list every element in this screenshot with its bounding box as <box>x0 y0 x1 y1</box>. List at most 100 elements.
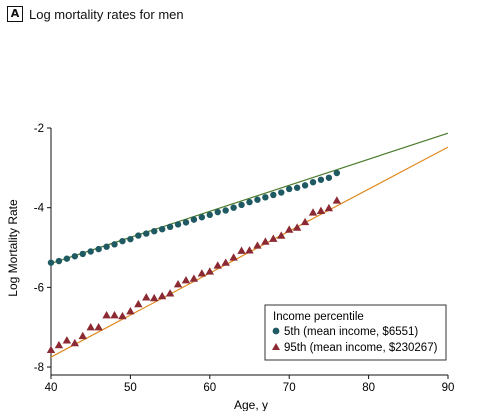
y-tick-label: -2 <box>34 123 44 135</box>
data-point-5th <box>309 178 317 186</box>
data-point-95th <box>332 196 342 204</box>
y-tick-label: -4 <box>34 203 45 215</box>
data-point-95th <box>285 225 294 233</box>
data-point-5th <box>158 225 166 233</box>
data-point-5th <box>293 184 301 191</box>
data-point-5th <box>238 201 245 209</box>
data-point-5th <box>325 174 333 181</box>
markers <box>46 169 342 354</box>
legend: Income percentile 5th (mean income, $655… <box>264 304 447 361</box>
data-point-95th <box>205 267 214 275</box>
data-point-95th <box>189 274 199 282</box>
data-point-95th <box>237 246 246 254</box>
data-point-95th <box>269 234 278 242</box>
x-tick-label: 40 <box>45 382 58 394</box>
data-point-5th <box>286 185 293 193</box>
data-point-95th <box>134 299 143 308</box>
data-point-95th <box>221 258 230 266</box>
data-point-95th <box>324 203 334 212</box>
legend-marker-5th <box>272 327 280 335</box>
data-point-95th <box>54 340 64 349</box>
data-point-95th <box>165 289 175 297</box>
data-point-5th <box>198 214 206 221</box>
data-point-5th <box>143 230 150 237</box>
legend-title: Income percentile <box>273 311 364 323</box>
data-point-5th <box>103 243 110 250</box>
data-point-95th <box>277 231 286 239</box>
data-point-5th <box>174 221 182 228</box>
data-point-95th <box>300 217 310 226</box>
data-point-5th <box>182 219 190 226</box>
axes: 40 50 60 70 80 90 -2 -4 -6 -8 <box>34 123 455 394</box>
y-axis-label: Log Mortality Rate <box>6 199 20 297</box>
data-point-5th <box>111 241 118 248</box>
data-point-5th <box>55 257 63 265</box>
data-point-95th <box>102 311 111 319</box>
data-point-5th <box>222 207 229 214</box>
data-point-95th <box>94 322 103 331</box>
data-point-95th <box>62 336 72 344</box>
data-point-5th <box>246 198 253 206</box>
x-tick-label: 70 <box>283 382 296 394</box>
data-point-95th <box>173 279 183 288</box>
data-point-95th <box>78 331 87 340</box>
data-point-5th <box>230 204 237 211</box>
data-point-95th <box>213 261 222 269</box>
data-point-5th <box>317 176 325 183</box>
x-tick-label: 60 <box>203 382 216 394</box>
data-point-95th <box>110 311 119 319</box>
panel-title: Log mortality rates for men <box>29 6 184 22</box>
fit-line-5th <box>50 132 449 265</box>
data-point-5th <box>127 235 134 243</box>
data-point-95th <box>157 291 167 300</box>
data-point-5th <box>166 223 174 230</box>
data-point-95th <box>292 223 302 231</box>
data-point-95th <box>142 293 151 301</box>
data-point-5th <box>71 253 79 260</box>
y-tick-label: -8 <box>34 362 44 374</box>
data-point-5th <box>79 250 86 258</box>
data-point-5th <box>87 248 94 255</box>
data-point-5th <box>262 194 269 201</box>
x-tick-label: 80 <box>362 382 375 394</box>
data-point-95th <box>308 208 318 216</box>
y-tick-label: -6 <box>34 282 44 294</box>
legend-marker-95th <box>272 343 280 350</box>
x-axis-label: Age, y <box>234 398 268 411</box>
legend-box <box>264 304 447 361</box>
data-point-95th <box>126 307 135 315</box>
data-point-5th <box>214 208 221 216</box>
data-point-5th <box>190 216 198 223</box>
data-point-95th <box>86 322 95 331</box>
panel-header: A Log mortality rates for men <box>7 5 184 23</box>
data-point-95th <box>245 246 254 254</box>
data-point-5th <box>254 196 261 203</box>
data-point-5th <box>47 259 55 266</box>
data-point-5th <box>270 191 277 199</box>
x-tick-label: 90 <box>442 382 455 394</box>
data-point-5th <box>63 255 71 262</box>
panel-letter: A <box>7 6 23 22</box>
data-point-95th <box>253 241 262 249</box>
data-point-5th <box>301 182 309 189</box>
data-point-95th <box>229 253 238 261</box>
data-point-95th <box>70 338 80 347</box>
data-point-95th <box>261 237 270 245</box>
data-point-5th <box>333 169 341 177</box>
data-point-95th <box>46 345 56 354</box>
data-point-5th <box>151 227 158 235</box>
legend-label-95th: 95th (mean income, $230267) <box>284 342 438 354</box>
data-point-95th <box>181 275 191 284</box>
data-point-95th <box>118 311 127 320</box>
data-point-5th <box>119 237 126 245</box>
data-point-95th <box>316 206 326 215</box>
data-point-5th <box>135 232 142 239</box>
legend-label-5th: 5th (mean income, $6551) <box>284 326 418 338</box>
data-point-5th <box>95 245 102 253</box>
data-point-5th <box>278 189 285 196</box>
data-point-95th <box>150 293 159 302</box>
data-point-95th <box>197 269 207 277</box>
x-tick-label: 50 <box>124 382 137 394</box>
data-point-5th <box>206 211 213 219</box>
